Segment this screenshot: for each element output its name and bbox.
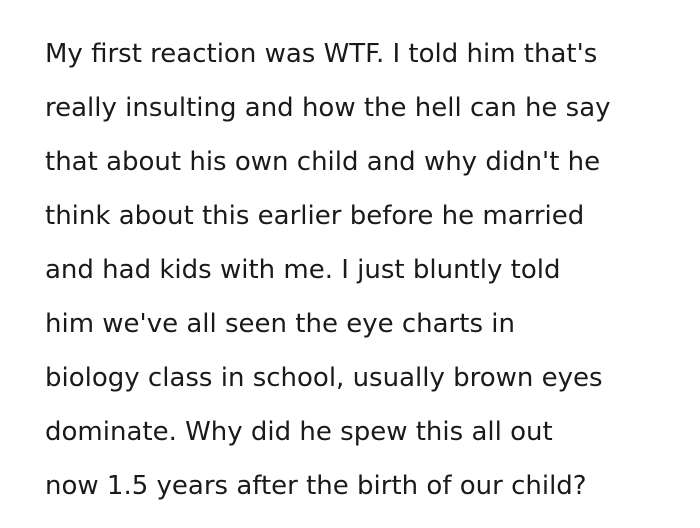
text-line: biology class in school, usually brown e… xyxy=(45,363,603,393)
text-line: My first reaction was WTF. I told him th… xyxy=(45,39,598,69)
text-line: think about this earlier before he marri… xyxy=(45,201,585,231)
text-line: that about his own child and why didn't … xyxy=(45,147,601,177)
text-line: and had kids with me. I just bluntly tol… xyxy=(45,255,561,285)
story-paragraph: My first reaction was WTF. I told him th… xyxy=(45,27,611,513)
text-line: really insulting and how the hell can he… xyxy=(45,93,611,123)
text-line: now 1.5 years after the birth of our chi… xyxy=(45,471,587,501)
text-line: dominate. Why did he spew this all out xyxy=(45,417,553,447)
text-line: him we've all seen the eye charts in xyxy=(45,309,515,339)
